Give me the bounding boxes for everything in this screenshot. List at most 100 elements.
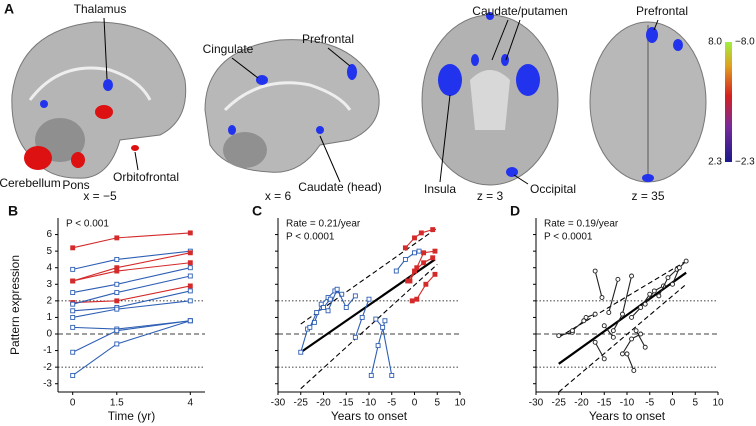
- brain-slice: [204, 39, 380, 173]
- series-line: [72, 320, 191, 330]
- y-axis-label: Pattern expression: [8, 255, 22, 355]
- data-point: [298, 349, 304, 355]
- data-point: [352, 334, 358, 340]
- data-point: [412, 250, 417, 256]
- data-point: [601, 323, 607, 329]
- data-point: [334, 286, 340, 292]
- series-line: [603, 325, 614, 338]
- x-tick-label: -15: [597, 398, 612, 409]
- data-point: [430, 255, 436, 261]
- data-point: [665, 275, 671, 281]
- x-tick-label: -5: [387, 398, 396, 409]
- data-point: [620, 351, 625, 357]
- x-axis-label: Years to onset: [589, 409, 666, 423]
- data-point: [414, 296, 420, 302]
- data-point: [683, 258, 689, 264]
- data-point: [187, 318, 193, 324]
- y-tick-label: 1: [46, 312, 52, 323]
- data-point: [114, 298, 120, 304]
- data-point: [592, 339, 598, 345]
- fit-line: [300, 263, 438, 390]
- data-point: [114, 328, 120, 334]
- data-point: [423, 281, 429, 287]
- data-point: [583, 314, 589, 320]
- region-label: Prefrontal: [302, 32, 354, 46]
- data-point: [359, 314, 365, 320]
- data-point: [187, 250, 193, 256]
- x-tick-label: -30: [271, 398, 286, 409]
- data-point: [638, 305, 644, 310]
- data-point: [581, 318, 587, 324]
- data-point: [592, 268, 598, 274]
- colorbar-label: −2.3: [735, 157, 755, 168]
- data-point: [638, 331, 644, 337]
- data-point: [642, 301, 648, 307]
- series-line: [72, 250, 191, 270]
- data-point: [409, 298, 415, 304]
- data-point: [421, 250, 427, 256]
- panel-label: D: [510, 203, 520, 219]
- region-label: Cerebellum: [0, 176, 61, 190]
- data-point: [114, 268, 120, 274]
- colorbar-label: −8.0: [735, 37, 755, 48]
- x-tick-label: -10: [620, 398, 635, 409]
- data-point: [114, 306, 120, 312]
- x-tick-label: 1.5: [110, 398, 124, 409]
- data-point: [187, 283, 193, 289]
- data-point: [412, 235, 417, 241]
- data-point: [375, 343, 381, 349]
- slice-label: x = −5: [83, 189, 117, 203]
- data-point: [321, 305, 326, 310]
- slice-label: x = 6: [265, 189, 292, 203]
- series-line: [635, 330, 646, 348]
- x-tick-label: 5: [692, 398, 698, 409]
- x-tick-label: -10: [362, 398, 377, 409]
- data-point: [631, 368, 637, 373]
- annotation: P < 0.001: [66, 219, 109, 230]
- y-tick-label: 4: [46, 262, 52, 273]
- colorbar-label: 8.0: [708, 37, 722, 48]
- data-point: [70, 308, 76, 314]
- data-point: [368, 372, 374, 378]
- series-line: [658, 268, 678, 297]
- y-tick-label: 0: [46, 329, 52, 340]
- series-line: [72, 232, 191, 249]
- series-line: [594, 270, 603, 298]
- series-line: [608, 279, 619, 313]
- data-point: [416, 248, 422, 254]
- annotation: Rate = 0.19/year: [544, 219, 619, 230]
- data-point: [393, 268, 399, 274]
- x-tick-label: 10: [454, 398, 466, 409]
- data-point: [629, 314, 634, 320]
- data-point: [421, 260, 427, 266]
- data-point: [187, 288, 193, 294]
- data-point: [402, 256, 408, 262]
- x-tick-label: -15: [339, 398, 354, 409]
- x-tick-label: -20: [316, 398, 331, 409]
- region-label: Thalamus: [74, 2, 127, 16]
- panel-label: B: [8, 203, 18, 219]
- data-point: [70, 324, 76, 330]
- series-line: [404, 229, 433, 249]
- data-point: [114, 290, 120, 296]
- region-label: Insula: [424, 182, 456, 196]
- series-line: [594, 342, 605, 360]
- data-point: [366, 296, 372, 302]
- region-label: Prefrontal: [636, 4, 688, 18]
- y-tick-label: -2: [43, 362, 52, 373]
- data-point: [615, 276, 621, 282]
- data-point: [656, 293, 662, 299]
- x-tick-label: 5: [434, 398, 440, 409]
- data-point: [343, 305, 349, 310]
- x-tick-label: 4: [188, 398, 194, 409]
- data-point: [70, 349, 76, 355]
- data-point: [405, 278, 411, 284]
- data-point: [70, 314, 76, 320]
- data-point: [642, 344, 648, 350]
- data-point: [432, 248, 438, 254]
- data-point: [307, 324, 313, 330]
- data-point: [599, 295, 605, 300]
- slice-label: z = 3: [477, 189, 504, 203]
- data-point: [327, 296, 333, 302]
